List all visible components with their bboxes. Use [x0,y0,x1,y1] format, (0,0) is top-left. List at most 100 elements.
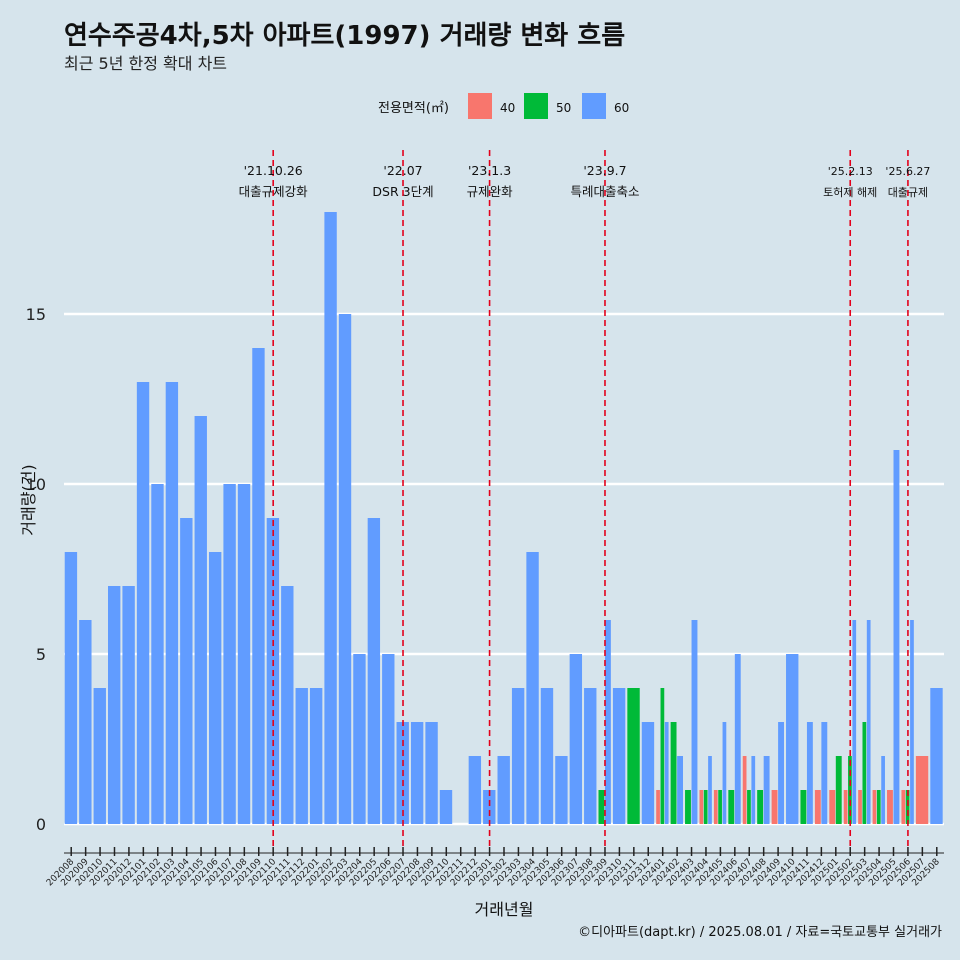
bar [223,484,236,824]
bar [194,416,207,824]
bar [893,450,900,824]
caption: ©디아파트(dapt.kr) / 2025.08.01 / 자료=국토교통부 실… [578,925,942,940]
bar [627,688,640,824]
bar [122,586,135,824]
bar [670,722,677,824]
event-label: 대출규제 [888,186,928,199]
bar [887,790,893,824]
bar [930,688,943,824]
bar [728,790,735,824]
bar [703,790,708,824]
legend-swatch [582,93,606,119]
bar [751,756,756,824]
bar [569,654,583,824]
bars [64,212,943,824]
event-label: 토허제 해제 [823,185,877,199]
event-date: '25.2.13 [828,165,873,178]
legend-swatch [524,93,548,119]
bar [136,382,150,824]
bar [367,518,381,824]
event-label: DSR 3단계 [372,184,433,199]
bar [862,722,867,824]
bar [410,722,424,824]
legend: 전용면적(㎡) 40 50 60 [378,93,629,119]
bar [526,552,539,824]
legend-swatch [468,93,492,119]
bar [757,790,764,824]
y-tick-label: 15 [26,305,46,324]
legend-label: 50 [556,101,571,115]
event-lines: '21.10.26 대출규제강화 '22.07 DSR 3단계 '23.1.3 규제완화 '… [239,150,930,850]
bar [829,790,836,824]
legend-label: 60 [614,101,629,115]
bar [237,484,251,824]
bar [309,688,323,824]
bar [713,790,718,824]
bar [786,654,799,824]
y-axis-title: 거래량(건) [19,464,38,535]
bar [439,790,453,824]
bar [353,654,366,824]
bar [881,756,885,824]
bar [555,756,568,824]
bar [708,756,712,824]
bar [660,688,665,824]
bar [64,552,78,824]
bar [699,790,704,824]
bar [866,620,871,824]
bar [763,756,770,824]
x-axis-title: 거래년월 [475,900,534,919]
bar [742,756,747,824]
event-label: 특례대출축소 [570,184,639,199]
bar [165,382,179,824]
bar [295,688,308,824]
event-label: 규제완화 [467,184,514,199]
bar [324,212,337,824]
bar [747,790,751,824]
bar [252,348,265,824]
bar [281,586,294,824]
y-axis: 0 5 10 15 [26,305,46,834]
bar [93,688,106,824]
bar [722,722,727,824]
bar [821,722,828,824]
bar [835,756,842,824]
y-tick-label: 10 [26,475,46,494]
bar [901,790,906,824]
chart-title: 연수주공4차,5차 아파트(1997) 거래량 변화 흐름 [64,21,625,51]
bar [208,552,222,824]
bar [425,722,438,824]
bar [180,518,193,824]
event-date: '25.6.27 [885,165,930,178]
event-label: 대출규제강화 [239,184,309,199]
bar [151,484,164,824]
event-date: '22.07 [383,163,422,178]
bar [656,790,660,824]
bar [718,790,722,824]
event-date: '21.10.26 [244,163,303,178]
bar [108,586,121,824]
bar [612,688,626,824]
legend-label: 40 [500,101,515,115]
bar [483,790,496,824]
bar [677,756,684,824]
bar [497,756,510,824]
y-tick-label: 0 [36,815,46,834]
bar [540,688,554,824]
bar [872,790,877,824]
bar [778,722,784,824]
bar [641,722,655,824]
bar [771,790,778,824]
bar [843,790,848,824]
bar [79,620,92,824]
bar [664,722,669,824]
bar [468,756,482,824]
bar [685,790,691,824]
bar [511,688,525,824]
bar [338,314,352,824]
event-date: '23.1.3 [468,163,511,178]
x-axis: 2020082020092020102020112020122021012021… [45,847,944,888]
y-tick-label: 5 [36,645,46,664]
bar [806,722,813,824]
bar [814,790,821,824]
